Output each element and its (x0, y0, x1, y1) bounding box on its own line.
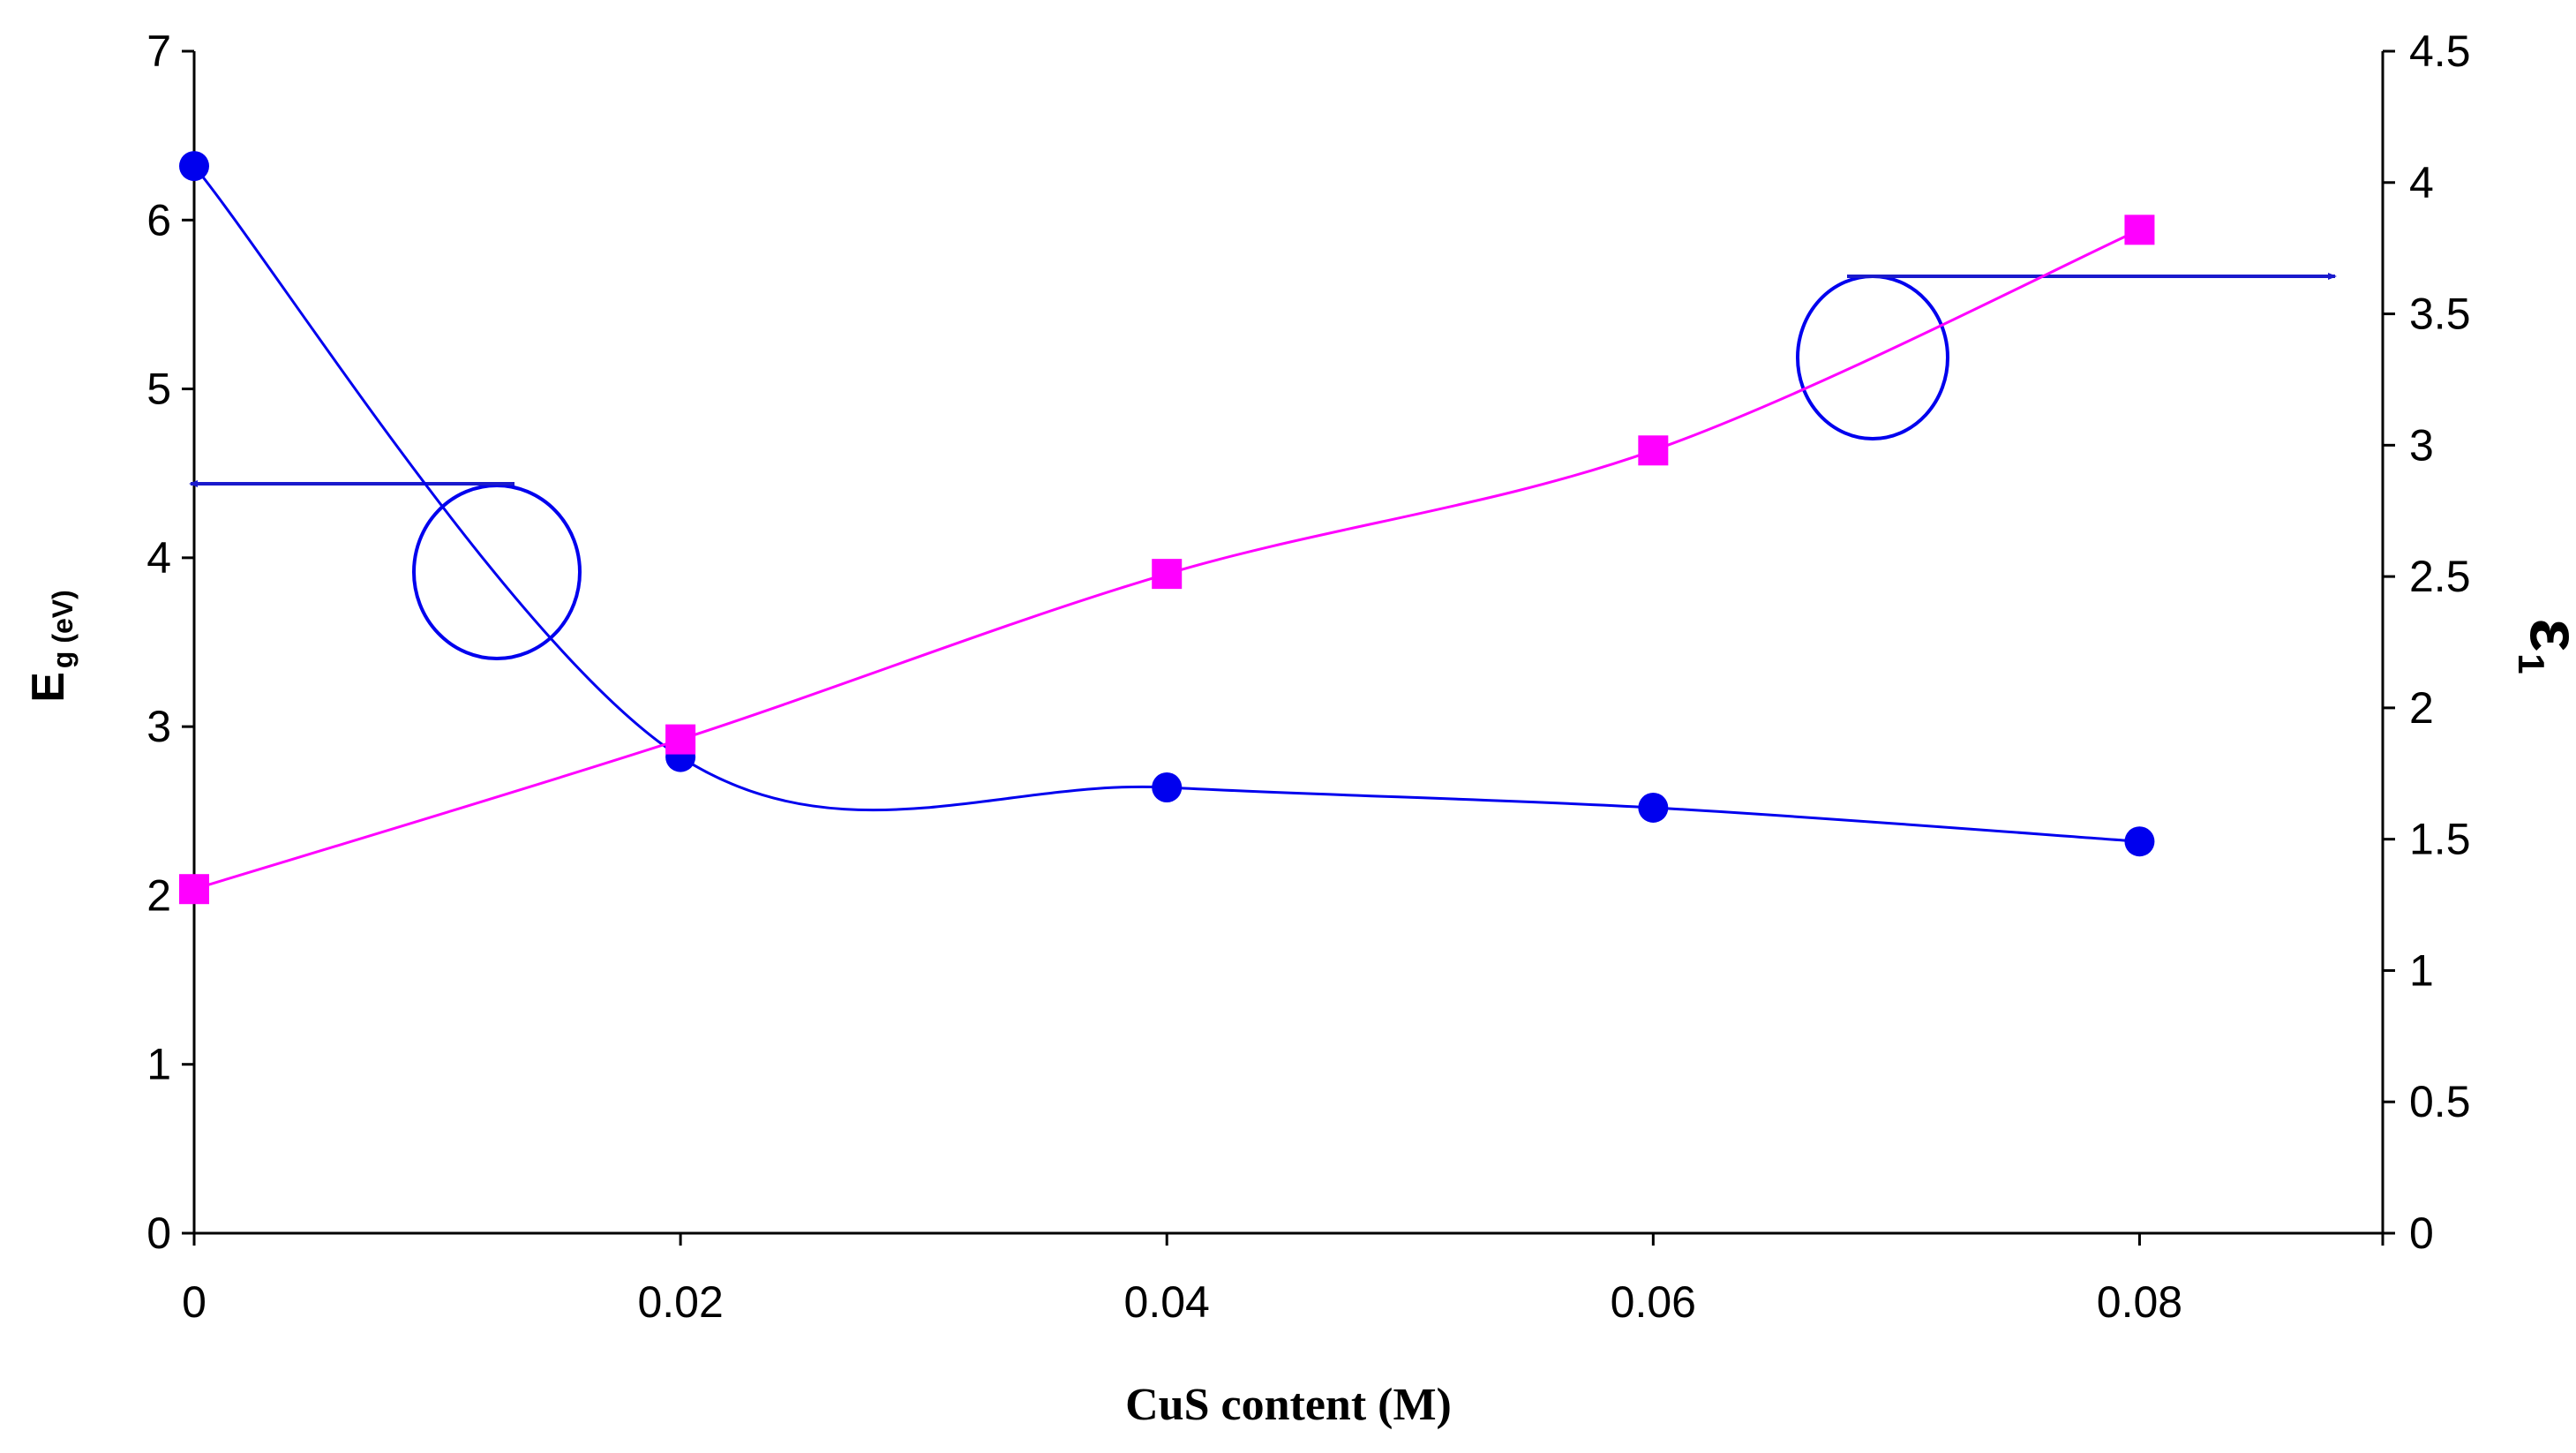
data-point-eg (179, 151, 209, 182)
annotations (189, 273, 2337, 660)
left-tick-label: 6 (146, 195, 171, 245)
data-point-eg (2124, 826, 2155, 857)
data-point-eps1 (2124, 215, 2155, 245)
right-tick-label: 0.5 (2409, 1077, 2471, 1126)
left-tick-label: 4 (146, 533, 171, 583)
x-tick-label: 0.08 (2097, 1277, 2182, 1327)
right-tick-label: 4 (2409, 158, 2434, 207)
right-axis-title-sub: 1 (2511, 653, 2552, 674)
right-tick-label: 2.5 (2409, 552, 2471, 601)
x-tick-label: 0.02 (637, 1277, 723, 1327)
x-tick-label: 0.04 (1124, 1277, 1210, 1327)
series-eg (179, 151, 2155, 857)
x-tick-label: 0.06 (1611, 1277, 1696, 1327)
left-tick-label: 0 (146, 1208, 171, 1258)
data-point-eg (1638, 792, 1669, 823)
left-tick-label: 3 (146, 702, 171, 751)
right-tick-label: 2 (2409, 683, 2434, 733)
right-tick-label: 1.5 (2409, 815, 2471, 864)
left-axis-title: Eg (eV) (23, 590, 79, 703)
right-tick-label: 0 (2409, 1208, 2434, 1258)
data-point-eps1 (1152, 559, 1183, 590)
right-tick-label: 1 (2409, 945, 2434, 995)
right-axis-title-main: ε (2516, 618, 2576, 651)
left-tick-label: 7 (146, 26, 171, 76)
data-point-eg (1152, 772, 1183, 803)
series-line-eg (192, 165, 2140, 843)
left-tick-label: 2 (146, 870, 171, 920)
x-axis-title: CuS content (M) (1125, 1380, 1452, 1430)
right-axis-ticks: 0 0.5 1 1.5 2 2.5 3 3.5 4 4.5 (2383, 26, 2471, 1258)
axes (192, 51, 2384, 1235)
right-axis-title: ε1 (2511, 618, 2576, 674)
left-axis-ticks: 0 1 2 3 4 5 6 7 (146, 26, 194, 1258)
series-eps1 (179, 215, 2155, 905)
right-tick-label: 3 (2409, 420, 2434, 470)
x-axis-ticks: 0 0.02 0.04 0.06 0.08 (182, 1233, 2384, 1327)
data-point-eps1 (665, 724, 696, 755)
x-tick-label: 0 (182, 1277, 207, 1327)
annotation-circle-left (412, 484, 582, 660)
right-tick-label: 4.5 (2409, 26, 2471, 76)
left-tick-label: 1 (146, 1040, 171, 1089)
left-axis-title-sub: g (eV) (47, 590, 79, 668)
left-axis-title-main: E (23, 672, 74, 703)
right-tick-label: 3.5 (2409, 290, 2471, 339)
left-tick-label: 5 (146, 365, 171, 414)
data-point-eps1 (179, 874, 209, 905)
data-point-eps1 (1638, 435, 1669, 466)
